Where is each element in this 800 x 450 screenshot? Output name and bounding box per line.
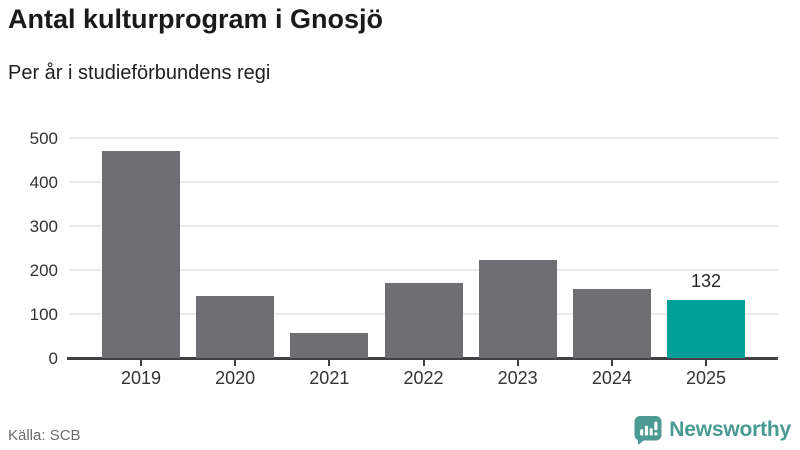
gridline-400: [69, 181, 778, 183]
newsworthy-logo: Newsworthy: [634, 414, 791, 446]
y-axis-tick-label: 200: [29, 261, 58, 280]
y-axis-tick-label: 400: [29, 173, 58, 192]
bar-2022: [384, 283, 463, 358]
x-axis-tick: [328, 360, 331, 366]
bar-2019: [102, 151, 180, 358]
chart-subtitle: Per år i studieförbundens regi: [8, 62, 271, 84]
x-axis-tick: [422, 360, 425, 366]
x-axis-tick-label: 2024: [591, 368, 632, 388]
bar-2023: [478, 260, 557, 358]
x-axis-tick-label: 2023: [497, 368, 538, 388]
bar-2021: [290, 333, 369, 358]
x-axis-tick: [516, 360, 519, 366]
y-axis-tick-label: 300: [29, 217, 58, 236]
x-axis-line: [67, 357, 778, 360]
x-axis-tick-label: 2020: [215, 368, 256, 388]
source-label: Källa: SCB: [8, 427, 81, 444]
bar-value-label: 132: [690, 270, 722, 291]
gridline-200: [69, 269, 778, 271]
x-axis-tick: [610, 360, 613, 366]
y-axis-tick-label: 0: [48, 349, 58, 368]
y-axis-tick-label: 100: [29, 305, 58, 324]
x-axis-tick-label: 2021: [309, 368, 350, 388]
page-title: Antal kulturprogram i Gnosjö: [8, 4, 384, 34]
x-axis-tick: [705, 360, 708, 366]
x-axis-tick: [234, 360, 237, 366]
gridline-500: [69, 137, 778, 139]
newsworthy-bubble-chart-icon: [634, 416, 662, 445]
x-axis-tick-label: 2019: [120, 368, 162, 388]
bar-2020: [196, 296, 275, 358]
newsworthy-wordmark: Newsworthy: [669, 418, 791, 441]
x-axis-tick-label: 2025: [685, 368, 727, 388]
x-axis-tick: [140, 360, 142, 366]
bar-2025: [667, 299, 746, 358]
y-axis-tick-label: 500: [29, 129, 58, 148]
gridline-300: [69, 225, 778, 227]
bar-2024: [572, 289, 651, 358]
x-axis-tick-label: 2022: [403, 368, 444, 388]
